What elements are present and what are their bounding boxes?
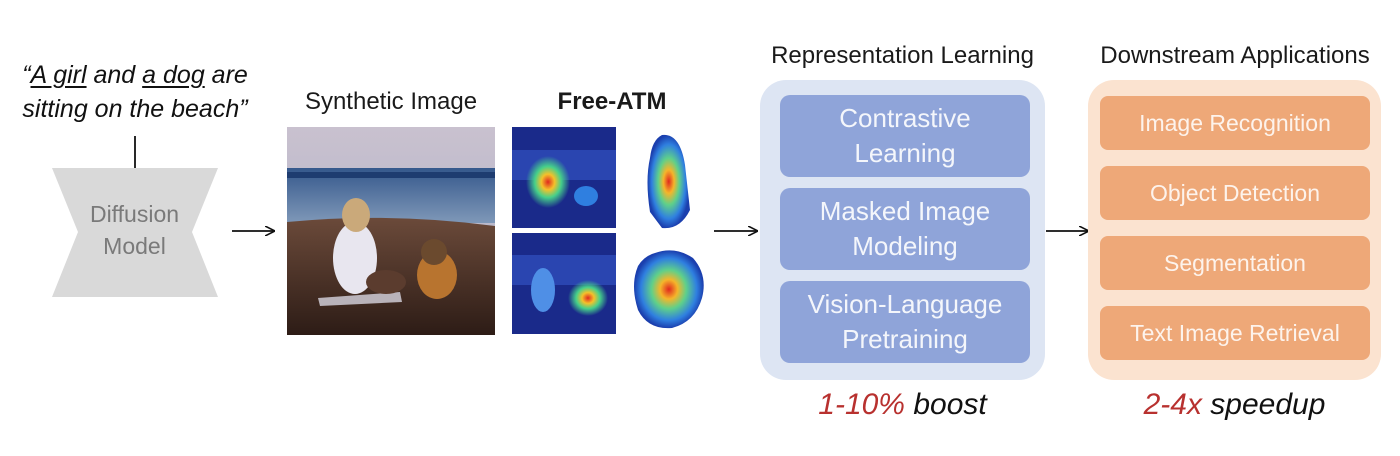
boost-value: 1-10% — [818, 388, 905, 421]
text-prompt: “A girl and a dog are sitting on the bea… — [0, 58, 270, 126]
attention-map-girl — [512, 127, 616, 228]
speedup-value: 2-4x — [1143, 388, 1202, 421]
text-image-retrieval-box: Text Image Retrieval — [1100, 306, 1370, 360]
synthetic-image-title: Synthetic Image — [304, 88, 478, 115]
object-detection-box: Object Detection — [1100, 166, 1370, 220]
prompt-line-2: sitting on the beach” — [22, 95, 248, 123]
downstream-applications-title: Downstream Applications — [1100, 42, 1370, 69]
free-atm-title: Free-ATM — [557, 88, 667, 115]
downstream-speedup-footer: 2-4x speedup — [1143, 388, 1326, 421]
image-recognition-box: Image Recognition — [1100, 96, 1370, 150]
representation-boost-footer: 1-10% boost — [818, 388, 987, 421]
segmented-girl-mask — [647, 134, 690, 229]
prompt-phrase-girl: A girl — [30, 61, 87, 89]
segmented-dog-mask — [634, 250, 704, 329]
prompt-phrase-dog: a dog — [142, 61, 205, 89]
diffusion-model-label: Diffusion Model — [89, 201, 180, 259]
diffusion-model-shape — [52, 168, 218, 297]
contrastive-learning-box: Contrastive Learning — [780, 95, 1030, 177]
masked-image-modeling-box: Masked Image Modeling — [780, 188, 1030, 270]
synthetic-image — [287, 127, 495, 335]
attention-map-dog — [512, 233, 616, 334]
prompt-line-1: “A girl and a dog are — [22, 61, 248, 89]
segmentation-box: Segmentation — [1100, 236, 1370, 290]
vision-language-pretraining-box: Vision-Language Pretraining — [780, 281, 1030, 363]
representation-learning-title: Representation Learning — [771, 42, 1034, 69]
